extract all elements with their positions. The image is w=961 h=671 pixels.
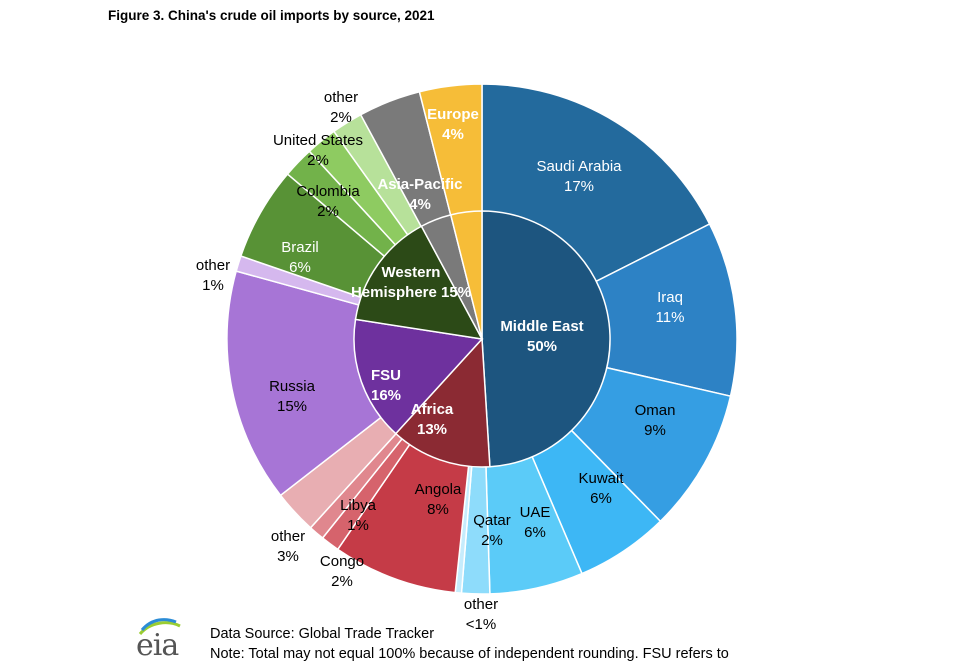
outer-label-1-line-1: 11% [656, 309, 685, 326]
inner-slice-middle-east-0 [481, 210, 611, 468]
inner-label-5-line-0: Europe [427, 106, 479, 123]
slice-labels: Saudi Arabia 17% Iraq 11% Oman 9% Kuwait 6% UAE 6… [196, 89, 685, 633]
outer-label-4-line-0: UAE [520, 504, 551, 521]
outer-label-5-line-1: 2% [481, 532, 503, 549]
outer-label-10-line-1: 3% [277, 548, 299, 565]
outer-label-3: Kuwait 6% [578, 470, 624, 507]
outer-label-12-line-0: other [196, 257, 230, 274]
outer-label-15: United States 2% [273, 132, 363, 169]
outer-label-16-line-0: other [324, 89, 358, 106]
outer-label-14-line-1: 2% [317, 203, 339, 220]
outer-label-9-line-0: Libya [340, 497, 377, 514]
inner-label-4: Asia-Pacific 4% [377, 176, 462, 213]
outer-label-8-line-1: 2% [331, 573, 353, 590]
outer-label-8-line-0: Congo [320, 553, 364, 570]
outer-label-9-line-1: 1% [347, 517, 369, 534]
outer-label-0-line-1: 17% [564, 178, 594, 195]
outer-label-8: Congo 2% [320, 553, 364, 590]
outer-label-15-line-1: 2% [307, 152, 329, 169]
outer-label-16-line-1: 2% [330, 109, 352, 126]
outer-label-11: Russia 15% [269, 378, 316, 415]
outer-label-11-line-0: Russia [269, 378, 316, 395]
outer-label-5: Qatar 2% [473, 512, 511, 549]
outer-label-7: Angola 8% [415, 481, 462, 518]
outer-label-7-line-1: 8% [427, 501, 449, 518]
inner-label-4-line-1: 4% [409, 196, 431, 213]
inner-label-0-line-0: Middle East [500, 318, 583, 335]
outer-label-6: other <1% [464, 596, 498, 633]
outer-label-9: Libya 1% [340, 497, 377, 534]
outer-label-5-line-0: Qatar [473, 512, 511, 529]
outer-label-13-line-1: 6% [289, 259, 311, 276]
inner-label-1: Africa 13% [411, 401, 454, 438]
inner-ring [353, 210, 611, 468]
inner-label-5: Europe 4% [427, 106, 479, 143]
outer-label-13: Brazil 6% [281, 239, 319, 276]
outer-label-0: Saudi Arabia 17% [536, 158, 622, 195]
inner-label-2-line-1: 16% [371, 387, 401, 404]
outer-label-4-line-1: 6% [524, 524, 546, 541]
inner-label-3: Western Hemisphere 15% [351, 264, 471, 301]
outer-label-16: other 2% [324, 89, 358, 126]
data-source: Data Source: Global Trade Tracker [210, 626, 435, 642]
inner-label-0-line-1: 50% [527, 338, 557, 355]
outer-label-12: other 1% [196, 257, 230, 294]
outer-label-0-line-0: Saudi Arabia [536, 158, 622, 175]
inner-label-4-line-0: Asia-Pacific [377, 176, 462, 193]
outer-label-7-line-0: Angola [415, 481, 462, 498]
outer-label-3-line-1: 6% [590, 490, 612, 507]
inner-slice-fsu-2 [353, 318, 484, 435]
inner-label-2-line-0: FSU [371, 367, 401, 384]
outer-label-1-line-0: Iraq [657, 289, 683, 306]
chart-note: Note: Total may not equal 100% because o… [210, 646, 729, 662]
outer-label-15-line-0: United States [273, 132, 363, 149]
outer-label-14-line-0: Colombia [296, 183, 360, 200]
outer-label-12-line-1: 1% [202, 277, 224, 294]
inner-label-1-line-1: 13% [417, 421, 447, 438]
outer-label-13-line-0: Brazil [281, 239, 319, 256]
inner-label-5-line-1: 4% [442, 126, 464, 143]
inner-slice-africa-1 [394, 337, 491, 468]
figure-title: Figure 3. China's crude oil imports by s… [108, 8, 435, 23]
inner-label-1-line-0: Africa [411, 401, 454, 418]
inner-label-0: Middle East 50% [500, 318, 583, 355]
outer-label-2: Oman 9% [635, 402, 676, 439]
eia-logo-swoosh-icon [138, 618, 181, 636]
eia-logo: eia [136, 628, 179, 663]
outer-label-6-line-0: other [464, 596, 498, 613]
inner-label-3-line-1: Hemisphere 15% [351, 284, 471, 301]
outer-label-1: Iraq 11% [656, 289, 685, 326]
outer-label-2-line-0: Oman [635, 402, 676, 419]
inner-label-2: FSU 16% [371, 367, 401, 404]
outer-label-3-line-0: Kuwait [578, 470, 624, 487]
outer-label-10: other 3% [271, 528, 305, 565]
inner-slice-western-hemisphere-3 [354, 225, 484, 340]
outer-label-11-line-1: 15% [277, 398, 307, 415]
outer-label-2-line-1: 9% [644, 422, 666, 439]
outer-label-10-line-0: other [271, 528, 305, 545]
inner-slice-europe-5 [449, 210, 483, 340]
inner-label-3-line-0: Western [382, 264, 441, 281]
outer-label-6-line-1: <1% [466, 616, 496, 633]
outer-label-14: Colombia 2% [296, 183, 360, 220]
outer-label-4: UAE 6% [520, 504, 551, 541]
